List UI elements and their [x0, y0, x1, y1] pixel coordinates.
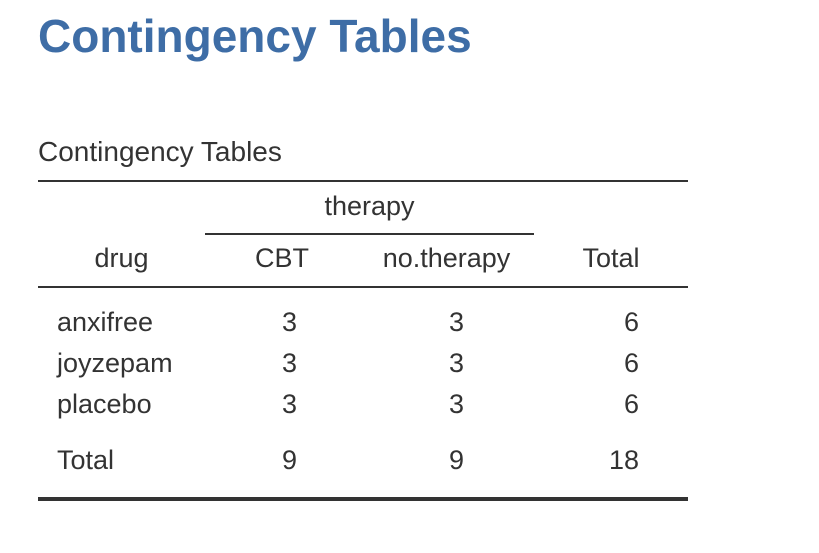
- cell-joyzepam-total: 6: [623, 348, 639, 378]
- cell-placebo-total: 6: [623, 389, 639, 419]
- table-top-rule: [38, 180, 688, 182]
- header-rule: [38, 286, 688, 288]
- cell-anxifree-cbt: 3: [281, 307, 297, 337]
- cell-total-no-therapy: 9: [448, 445, 464, 475]
- header-drug: drug: [94, 243, 149, 273]
- cell-anxifree-no-therapy: 3: [448, 307, 464, 337]
- row-label-anxifree: anxifree: [57, 307, 154, 337]
- cell-anxifree-total: 6: [623, 307, 639, 337]
- page-title: Contingency Tables: [38, 10, 472, 62]
- row-label-total: Total: [57, 445, 115, 475]
- cell-joyzepam-no-therapy: 3: [448, 348, 464, 378]
- table-caption: Contingency Tables: [38, 136, 282, 167]
- cell-grand-total: 18: [608, 445, 639, 475]
- header-cbt: CBT: [255, 243, 309, 273]
- row-label-joyzepam: joyzepam: [57, 348, 173, 378]
- cell-placebo-cbt: 3: [281, 389, 297, 419]
- cell-joyzepam-cbt: 3: [281, 348, 297, 378]
- column-group-header-therapy: therapy: [324, 191, 415, 221]
- header-total: Total: [582, 243, 640, 273]
- row-label-placebo: placebo: [57, 389, 152, 419]
- header-no-therapy: no.therapy: [382, 243, 511, 273]
- cell-total-cbt: 9: [281, 445, 297, 475]
- column-group-underline: [205, 233, 534, 235]
- cell-placebo-no-therapy: 3: [448, 389, 464, 419]
- table-bottom-rule: [38, 497, 688, 501]
